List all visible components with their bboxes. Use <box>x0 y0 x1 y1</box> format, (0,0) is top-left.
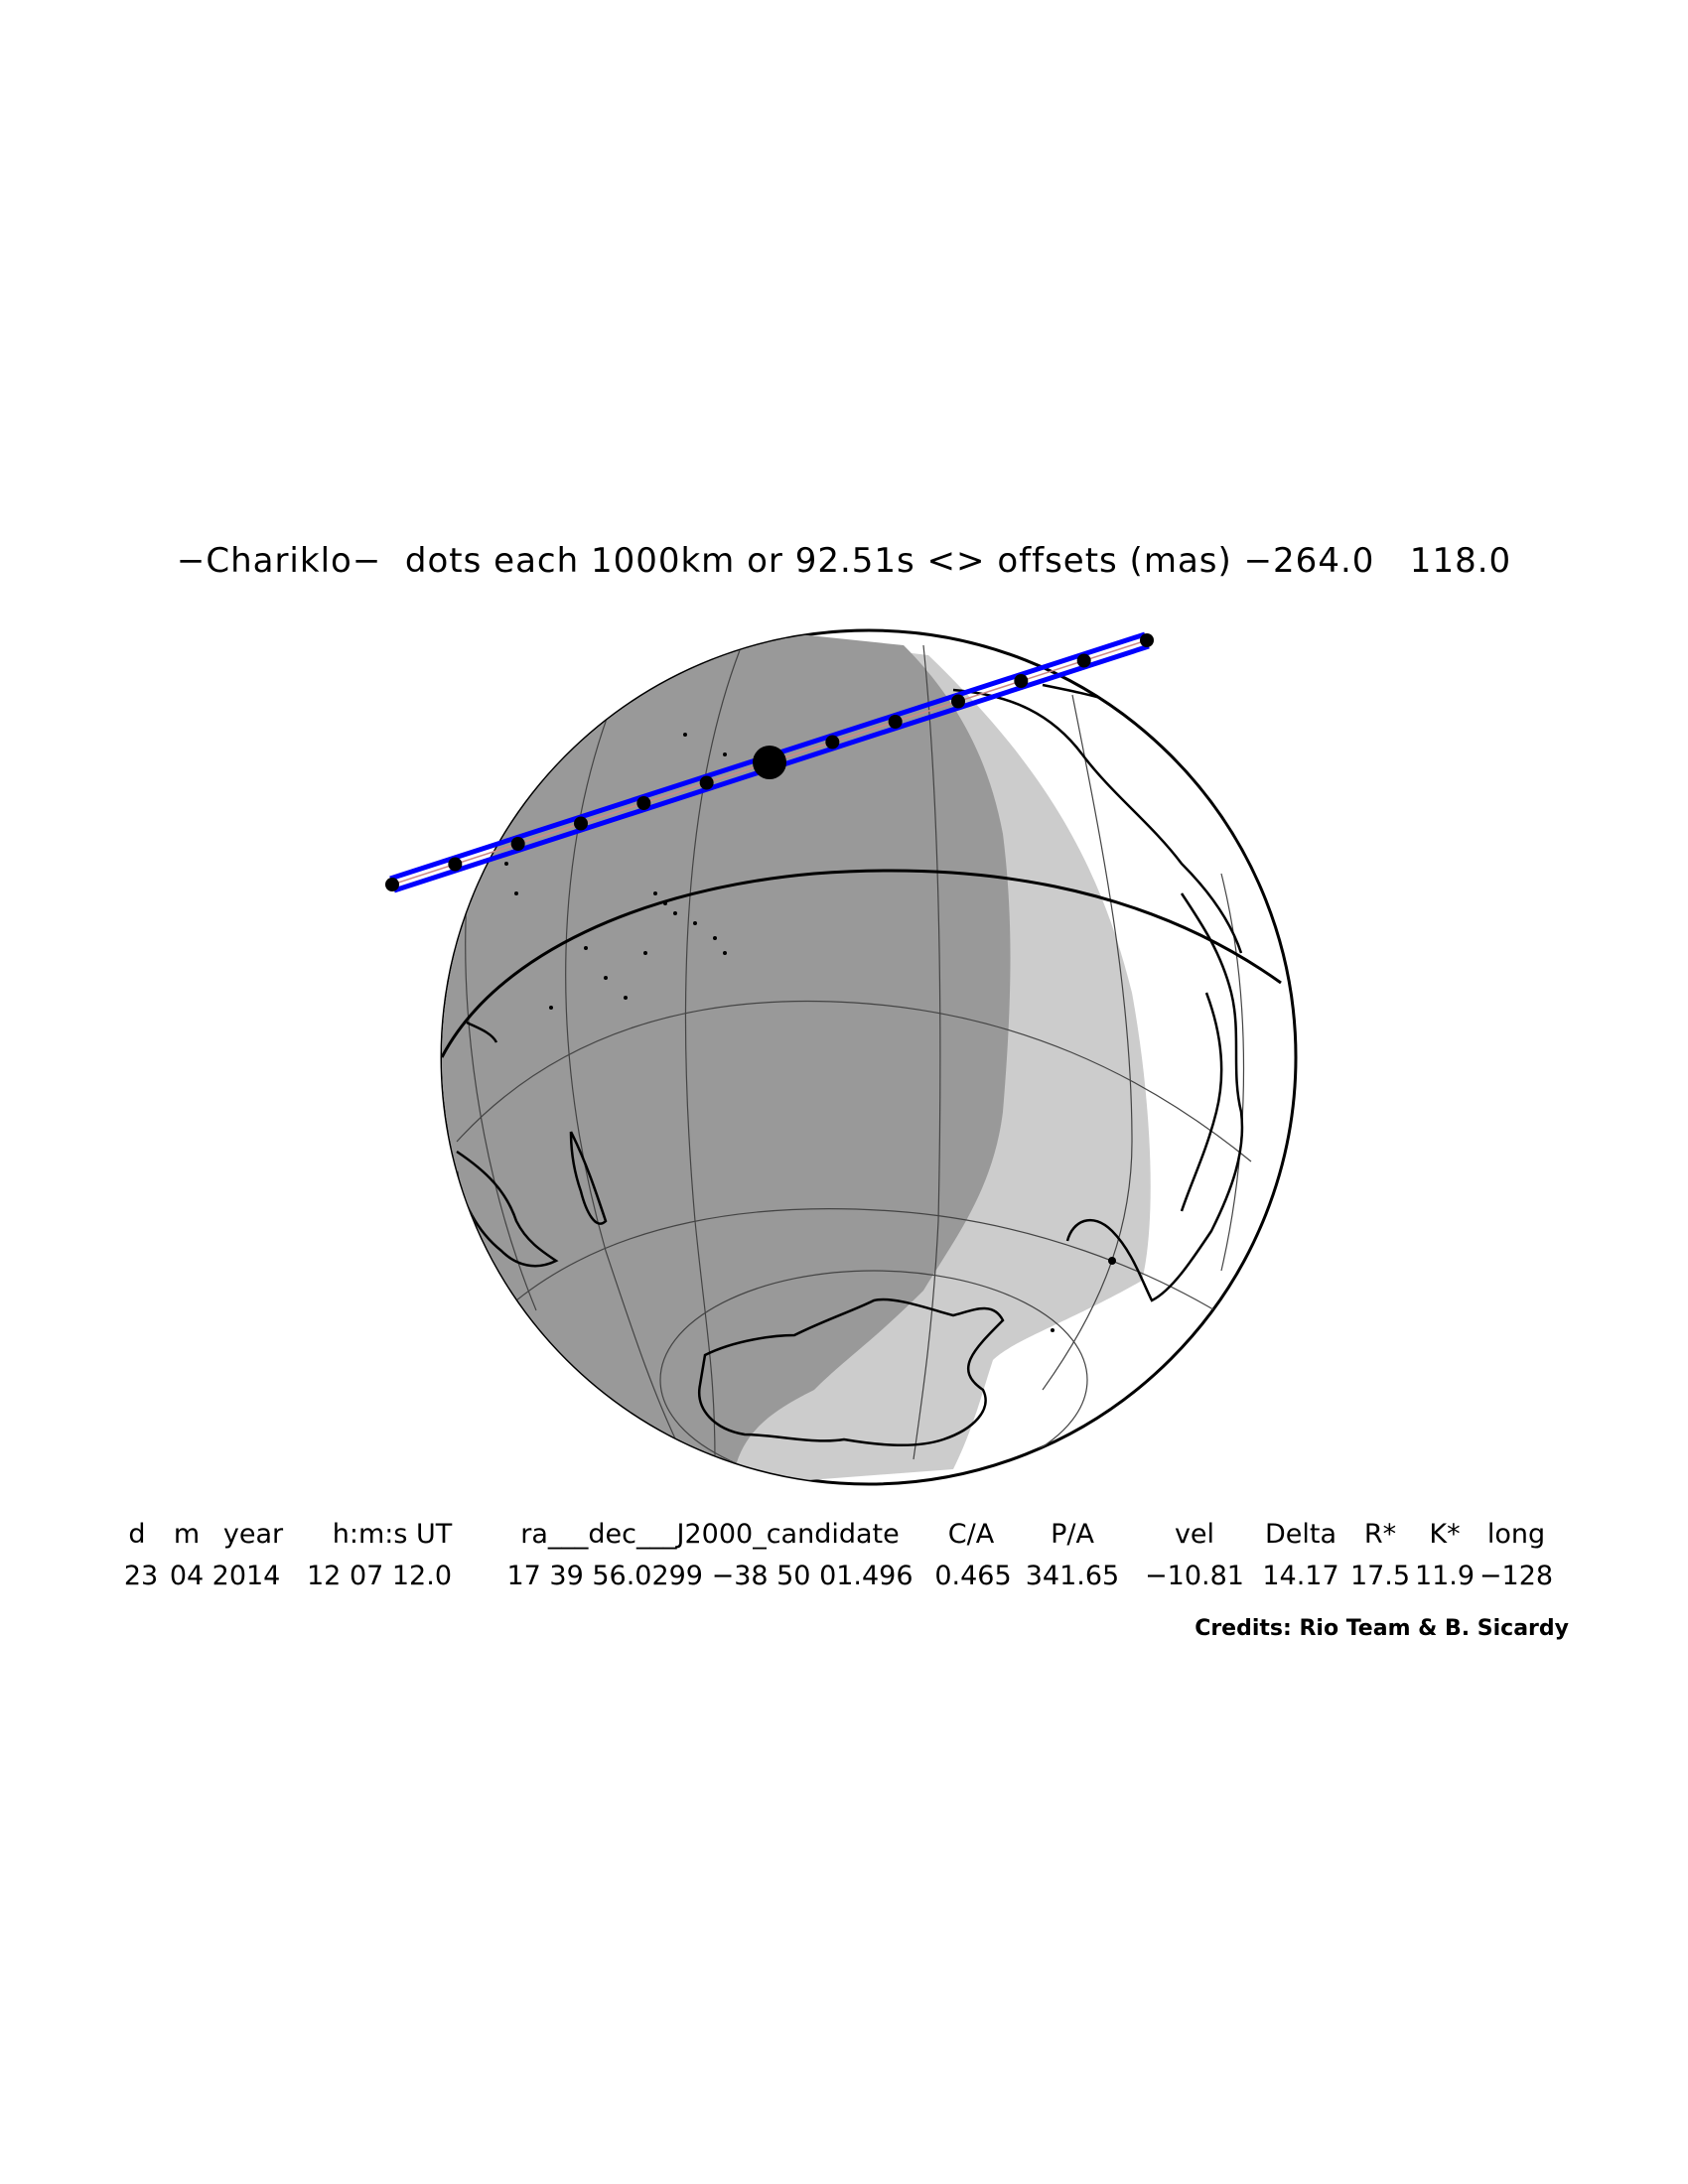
header-coordinates: ra___dec___J2000_candidate <box>520 1519 900 1550</box>
track-dot <box>699 775 714 790</box>
track-dot <box>825 735 840 750</box>
closest-approach-dot <box>753 746 786 779</box>
header-r-star: R* <box>1363 1519 1397 1550</box>
header-delta: Delta <box>1264 1519 1337 1550</box>
header-time: h:m:s UT <box>332 1519 453 1550</box>
value-coordinates: 17 39 56.0299 −38 50 01.496 <box>506 1561 914 1591</box>
header-vel: vel <box>1174 1519 1215 1550</box>
value-ca: 0.465 <box>934 1561 1012 1591</box>
header-pa: P/A <box>1051 1519 1094 1550</box>
track-dot <box>1140 633 1154 647</box>
header-day: d <box>128 1519 146 1550</box>
header-long: long <box>1486 1519 1546 1550</box>
track-dots <box>385 633 1154 891</box>
coastlines <box>455 683 1273 1446</box>
value-long: −128 <box>1478 1561 1554 1591</box>
header-ca: C/A <box>947 1519 995 1550</box>
value-r-star: 17.5 <box>1349 1561 1411 1591</box>
track-dot <box>951 694 965 709</box>
value-pa: 341.65 <box>1025 1561 1120 1591</box>
value-year: 2014 <box>211 1561 281 1591</box>
equator <box>442 869 1282 1058</box>
track-dot <box>574 816 588 831</box>
track-dot <box>1014 674 1029 688</box>
track-dot <box>636 796 651 810</box>
value-k-star: 11.9 <box>1414 1561 1476 1591</box>
track-dot <box>510 837 525 851</box>
islands <box>504 733 1116 1332</box>
credits: Credits: Rio Team & B. Sicardy <box>1195 1616 1569 1641</box>
value-day: 23 <box>123 1561 159 1591</box>
track-dot <box>448 857 463 872</box>
night-zone <box>442 630 1011 1484</box>
header-k-star: K* <box>1429 1519 1461 1550</box>
value-delta: 14.17 <box>1262 1561 1339 1591</box>
header-month: m <box>173 1519 201 1550</box>
plot-title: −Chariklo− dots each 1000km or 92.51s <>… <box>176 541 1512 581</box>
value-time: 12 07 12.0 <box>307 1561 452 1591</box>
track-dot <box>1076 653 1091 668</box>
value-vel: −10.81 <box>1145 1561 1244 1591</box>
header-year: year <box>222 1519 284 1550</box>
track-dot <box>385 878 399 891</box>
graticule <box>456 644 1252 1484</box>
track-dot <box>888 715 903 729</box>
value-month: 04 <box>169 1561 205 1591</box>
